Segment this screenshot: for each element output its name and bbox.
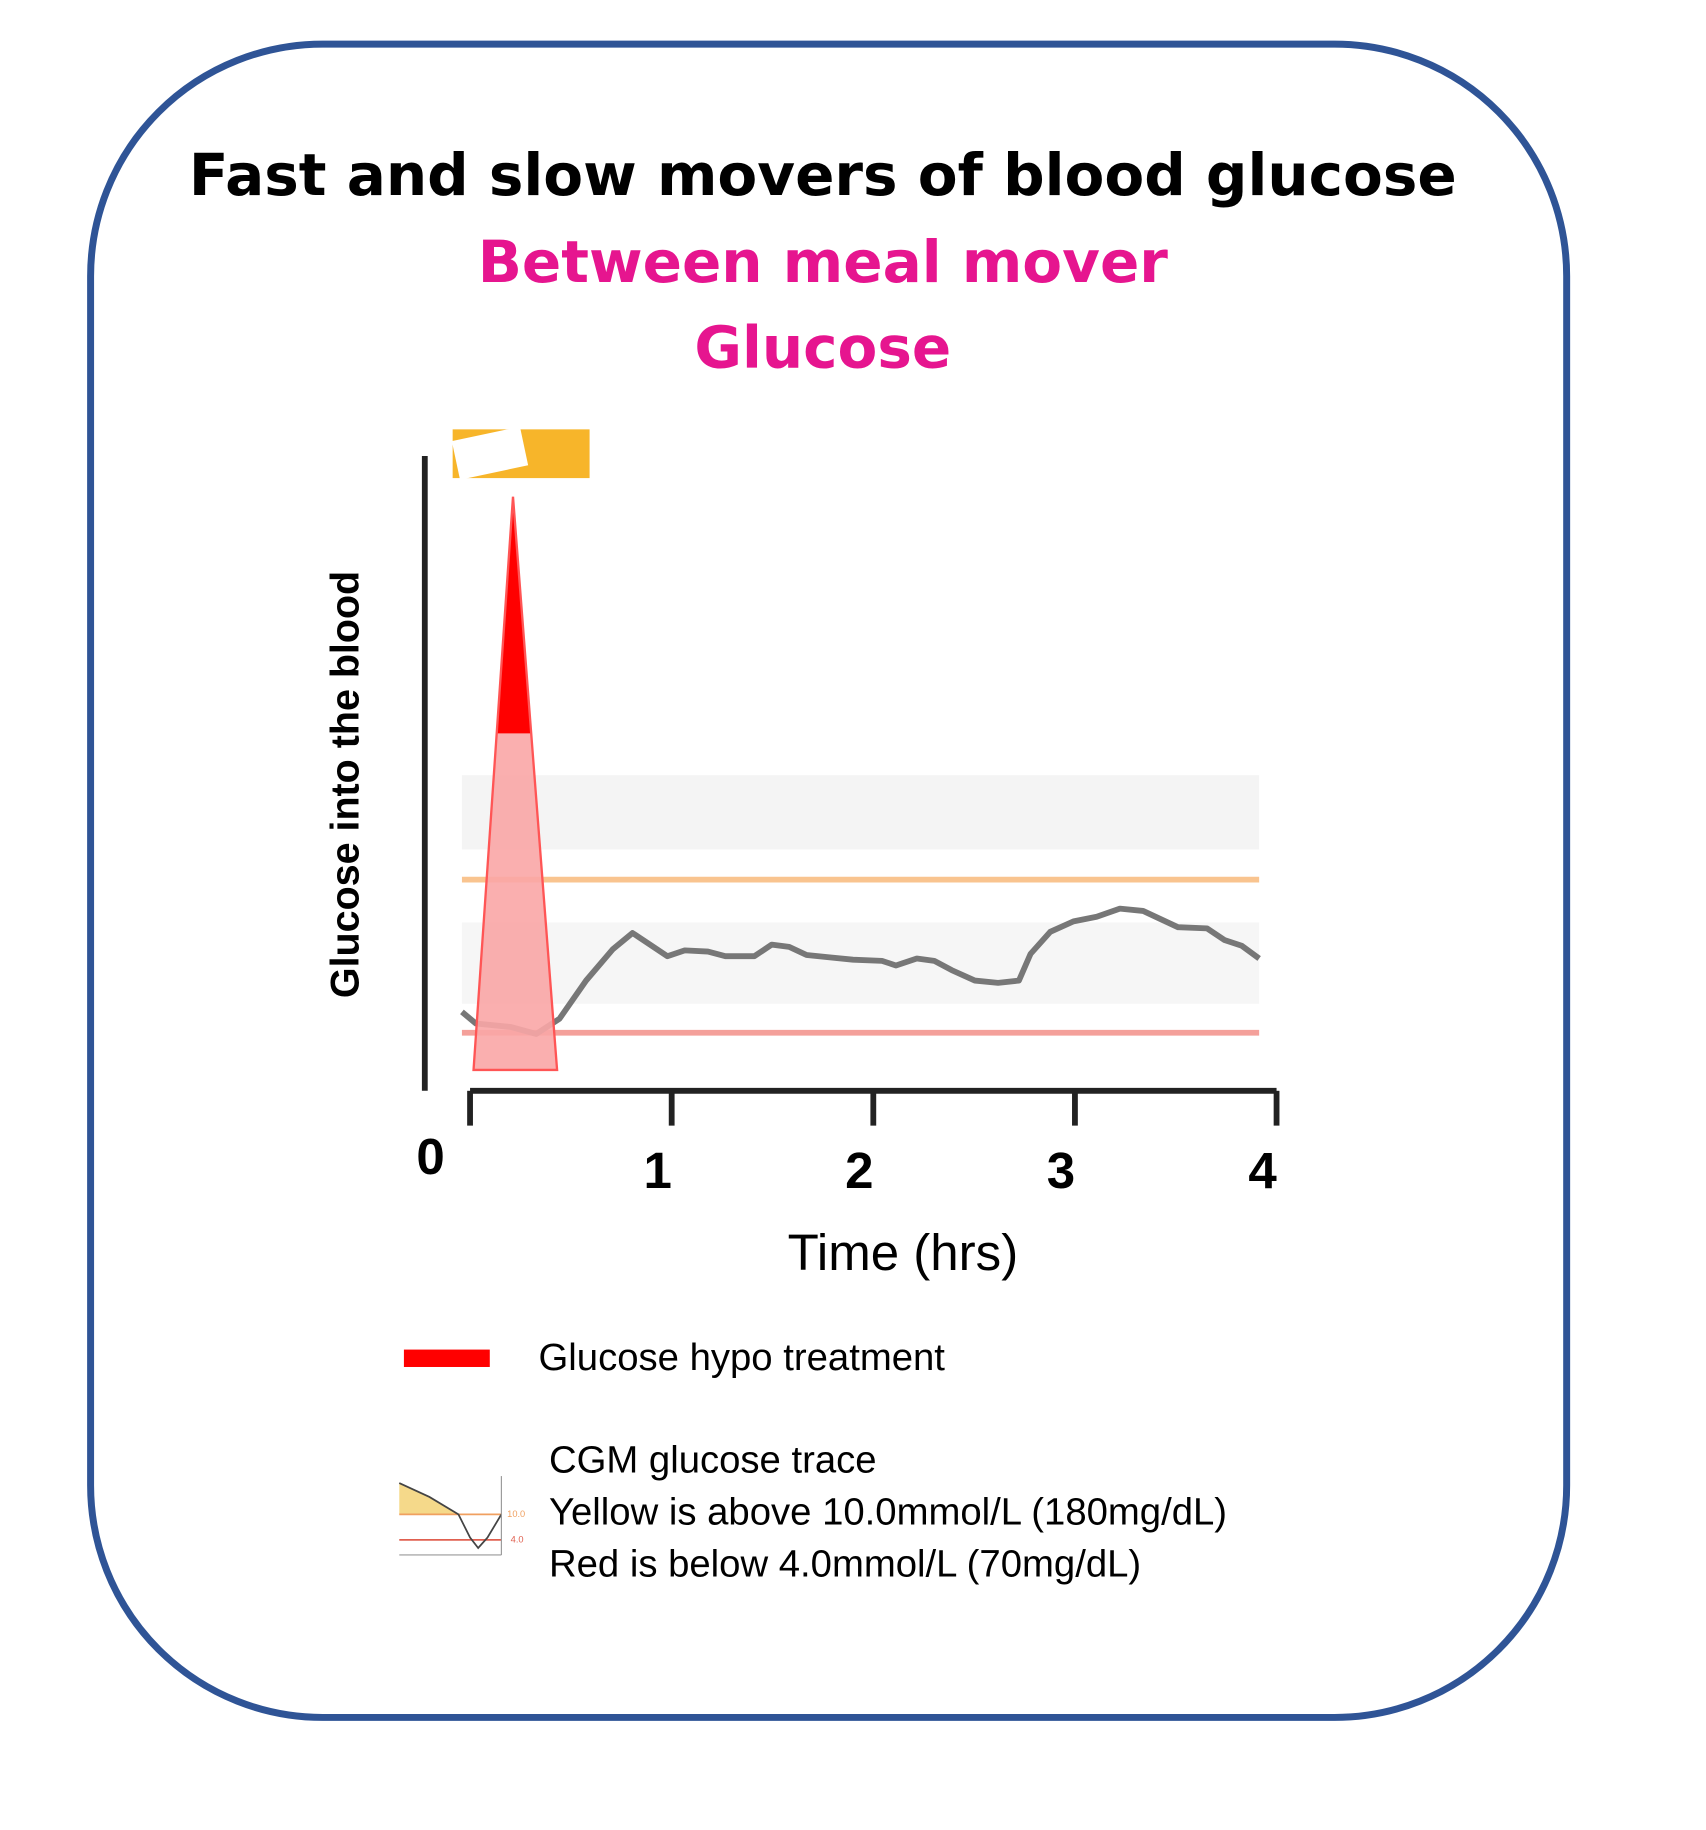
legend-label: Glucose hypo treatment xyxy=(539,1336,946,1379)
x-tick-label: 2 xyxy=(845,1142,873,1199)
legend-icon-label: 4.0 xyxy=(511,1534,524,1544)
x-tick-label: 3 xyxy=(1047,1142,1075,1199)
hypo-treatment xyxy=(472,496,559,1072)
legend-icon: 10.0 4.0 xyxy=(398,1476,525,1556)
x-tick-label: 4 xyxy=(1248,1142,1277,1199)
x-tick-label: 1 xyxy=(644,1142,672,1199)
subtitle: Glucose xyxy=(694,314,951,382)
x-axis-label: Time (hrs) xyxy=(788,1224,1019,1281)
legend-label: Red is below 4.0mmol/L (70mg/dL) xyxy=(549,1543,1141,1586)
legend-icon-label: 10.0 xyxy=(507,1509,525,1519)
subtitle: Between meal mover xyxy=(478,228,1169,296)
chart-title: Fast and slow movers of blood glucose xyxy=(189,141,1457,209)
legend-swatch xyxy=(403,1349,490,1367)
product-image xyxy=(451,426,590,480)
x-tick-label: 0 xyxy=(416,1128,444,1185)
legend-label: CGM glucose trace xyxy=(549,1438,877,1481)
legend-label: Yellow is above 10.0mmol/L (180mg/dL) xyxy=(549,1490,1227,1533)
cgm-trace xyxy=(460,775,1261,1037)
y-axis-label: Glucose into the blood xyxy=(324,571,368,998)
